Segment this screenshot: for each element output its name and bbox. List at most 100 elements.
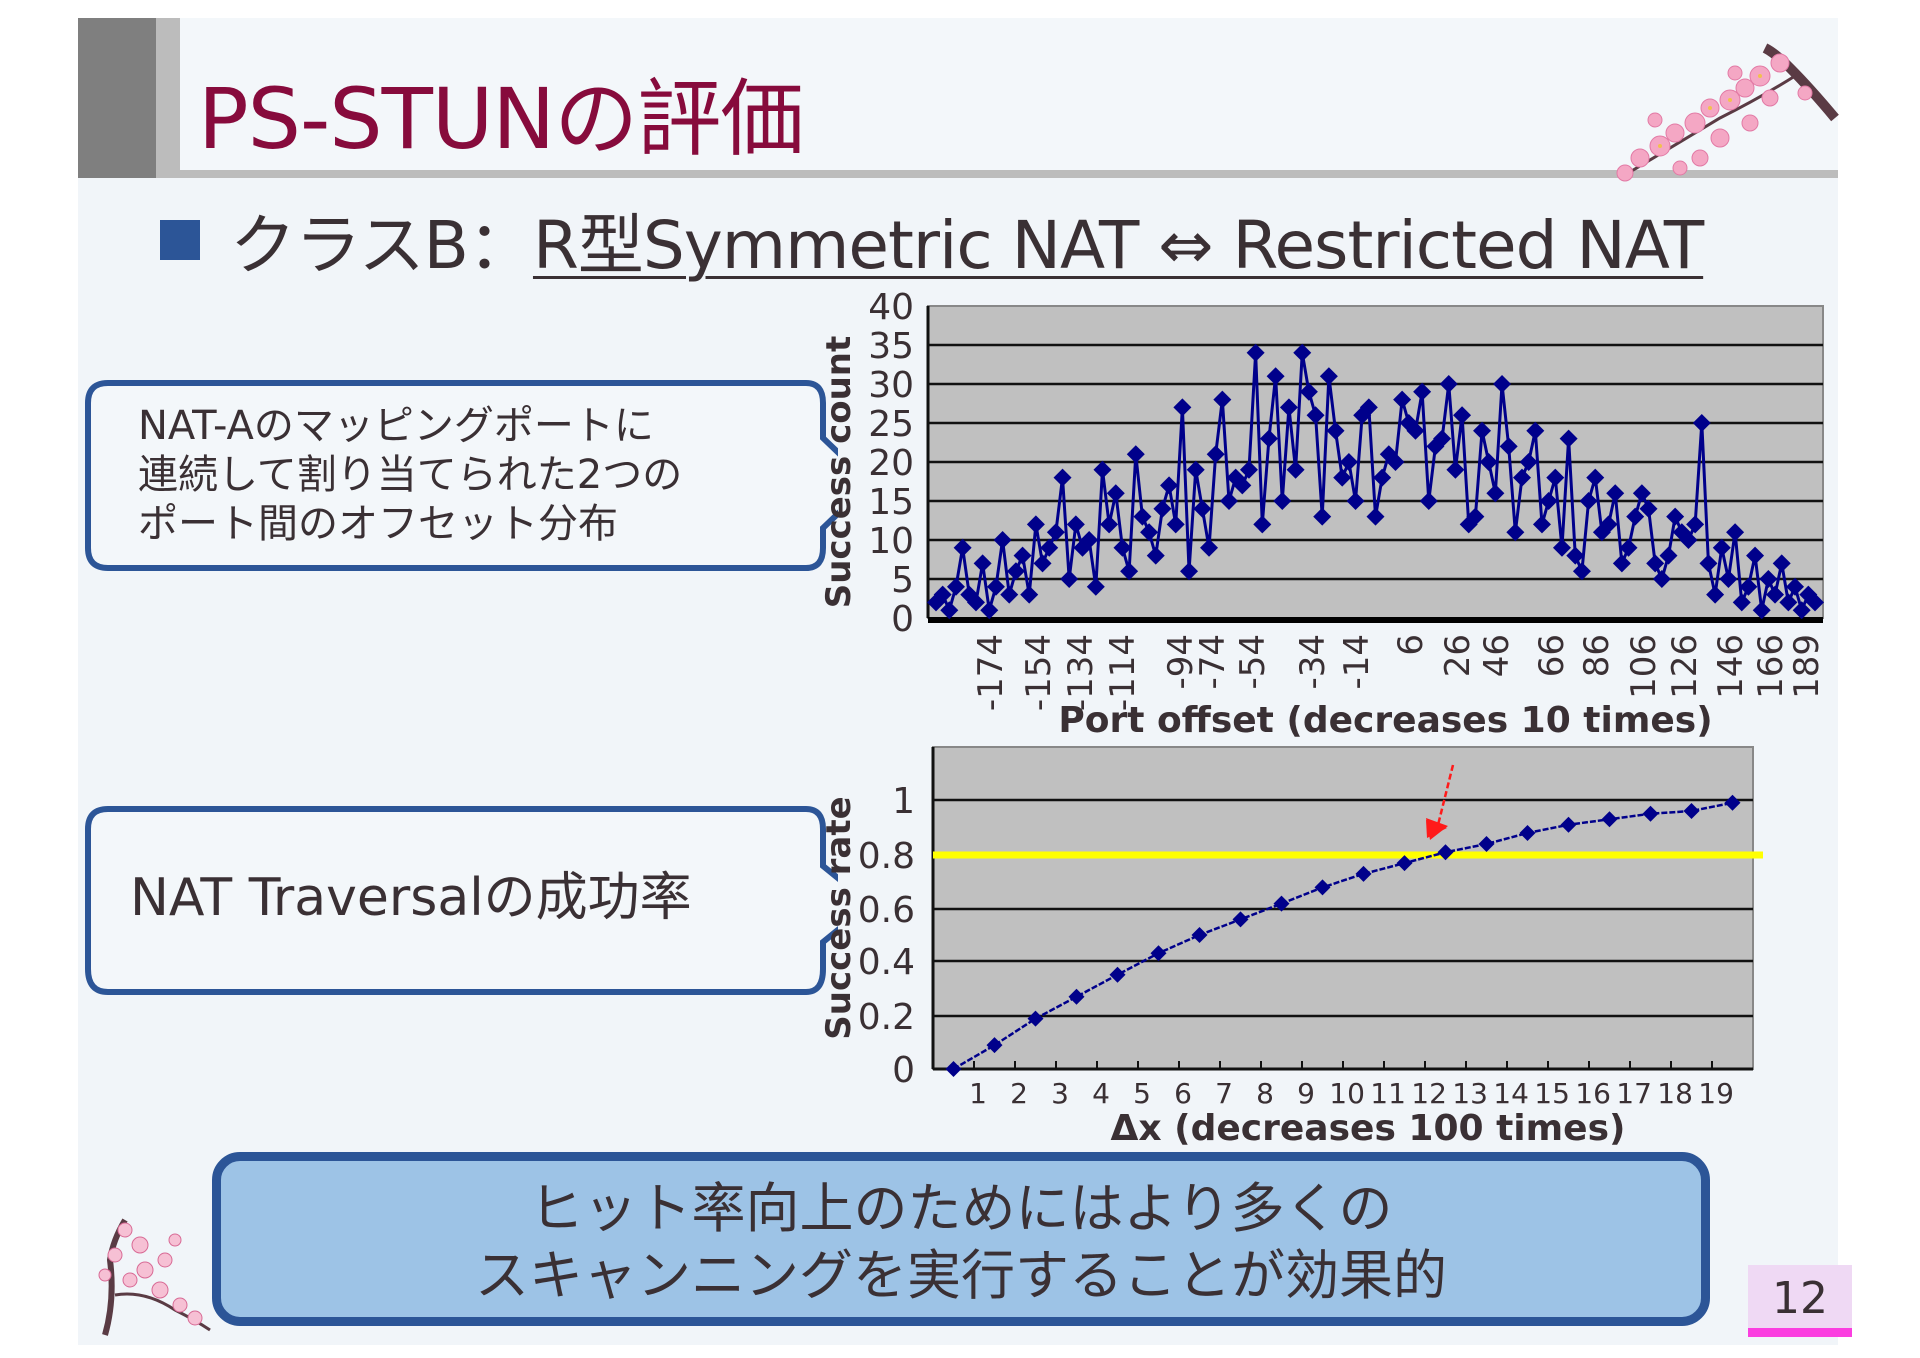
data-point-marker [1560,816,1577,833]
data-point-marker [1686,515,1705,534]
data-point-marker [1692,414,1711,432]
x-tick-label: -114 [1103,634,1143,711]
data-point-marker [1173,398,1192,417]
subtitle-nat-pair: R型Symmetric NAT ⇔ Restricted NAT [532,207,1704,284]
data-point-marker [1519,453,1538,471]
title-underline-rule [156,170,1838,178]
data-point-marker [1666,507,1685,526]
data-point-marker [1719,570,1738,588]
x-tick-label: 106 [1624,634,1664,699]
data-point-marker [1313,507,1332,526]
x-tick-label: 1 [969,1077,987,1110]
data-point-marker [1286,460,1305,479]
y-tick-label: 0 [892,1050,915,1091]
data-point-marker [1532,515,1551,534]
data-point-marker [1359,398,1378,417]
x-tick-label: 7 [1215,1077,1233,1110]
y-tick-label: 30 [868,365,914,406]
data-point-marker [1346,492,1365,510]
x-tick-label: 146 [1711,634,1751,699]
data-point-marker [1406,421,1425,440]
data-point-marker [986,1037,1003,1054]
data-point-marker [1000,585,1019,604]
series-points [927,343,1824,620]
x-tick-label: -134 [1061,634,1101,711]
y-tick-label: 10 [868,521,914,562]
data-point-marker [1033,554,1052,573]
page-number-underline [1748,1328,1852,1337]
data-point-marker [1213,390,1232,409]
y-tick-label: 20 [868,443,914,484]
data-point-marker [1253,515,1272,534]
data-point-marker [1120,562,1139,581]
data-point-marker [1066,515,1085,534]
data-point-marker [1652,570,1671,588]
data-point-marker [1493,375,1512,393]
conclusion-line: スキャンニングを実行することが効果的 [475,1244,1447,1307]
y-tick-label: 15 [868,482,914,523]
data-point-marker [1273,895,1290,912]
data-point-marker [1232,911,1249,928]
data-point-marker [980,601,999,620]
data-point-marker [953,538,972,557]
data-point-marker [1437,844,1454,861]
data-point-marker [1746,546,1765,565]
data-point-marker [1355,865,1372,882]
slide-background [78,18,1838,1345]
x-tick-label: 17 [1616,1077,1652,1110]
x-tick-label: 166 [1751,634,1791,699]
data-point-marker [1706,585,1725,604]
data-point-marker [1466,507,1485,526]
y-tick-label: 0.2 [858,997,915,1038]
x-tick-label: 8 [1256,1077,1274,1110]
x-tick-label: -54 [1233,634,1273,690]
x-tick-label: -174 [971,634,1011,711]
x-tick-label: 15 [1534,1077,1570,1110]
data-point-marker [1373,468,1392,487]
data-point-marker [1013,546,1032,565]
data-point-marker [1499,437,1518,456]
y-tick-label: 5 [891,560,914,601]
data-point-marker [1314,879,1331,896]
data-point-marker [1526,421,1545,440]
x-tick-label: 5 [1133,1077,1151,1110]
data-point-marker [1246,343,1265,362]
x-tick-label: 4 [1092,1077,1110,1110]
plum-blossom-icon [98,1218,211,1336]
data-point-marker [1486,484,1505,503]
data-point-marker [1519,825,1536,841]
y-tick-label: 0.8 [858,836,915,877]
data-point-marker [1027,1010,1044,1027]
callout-offset-distribution [85,380,838,571]
y-axis-title: Success count [819,336,859,609]
data-point-marker [1646,554,1665,573]
data-point-marker [1772,554,1791,573]
title-panel [180,18,1838,170]
data-point-marker [1186,460,1205,479]
data-point-marker [1140,523,1159,542]
subtitle: クラスB：R型Symmetric NAT ⇔ Restricted NAT [160,192,1704,288]
data-point-marker [1086,577,1105,596]
data-point-marker [1339,453,1358,471]
x-tick-label: 14 [1493,1077,1529,1110]
data-point-marker [1026,515,1045,534]
x-tick-label: 189 [1787,634,1827,699]
data-point-marker [1579,492,1598,510]
x-tick-label: 16 [1575,1077,1611,1110]
x-tick-label: 2 [1010,1077,1028,1110]
page-number-badge: 12 [1748,1265,1852,1337]
data-point-marker [945,1061,962,1077]
data-point-marker [1724,794,1741,811]
data-point-marker [1453,406,1472,425]
data-point-marker [1732,593,1751,612]
page-title: PS-STUNの評価 [198,70,804,168]
data-point-marker [1759,570,1778,588]
data-point-marker [1626,507,1645,526]
data-point-marker [1766,585,1785,604]
data-point-marker [1619,538,1638,557]
data-point-marker [1040,538,1059,557]
data-point-marker [1806,593,1824,612]
data-point-marker [1109,966,1126,983]
data-point-marker [1080,531,1099,549]
